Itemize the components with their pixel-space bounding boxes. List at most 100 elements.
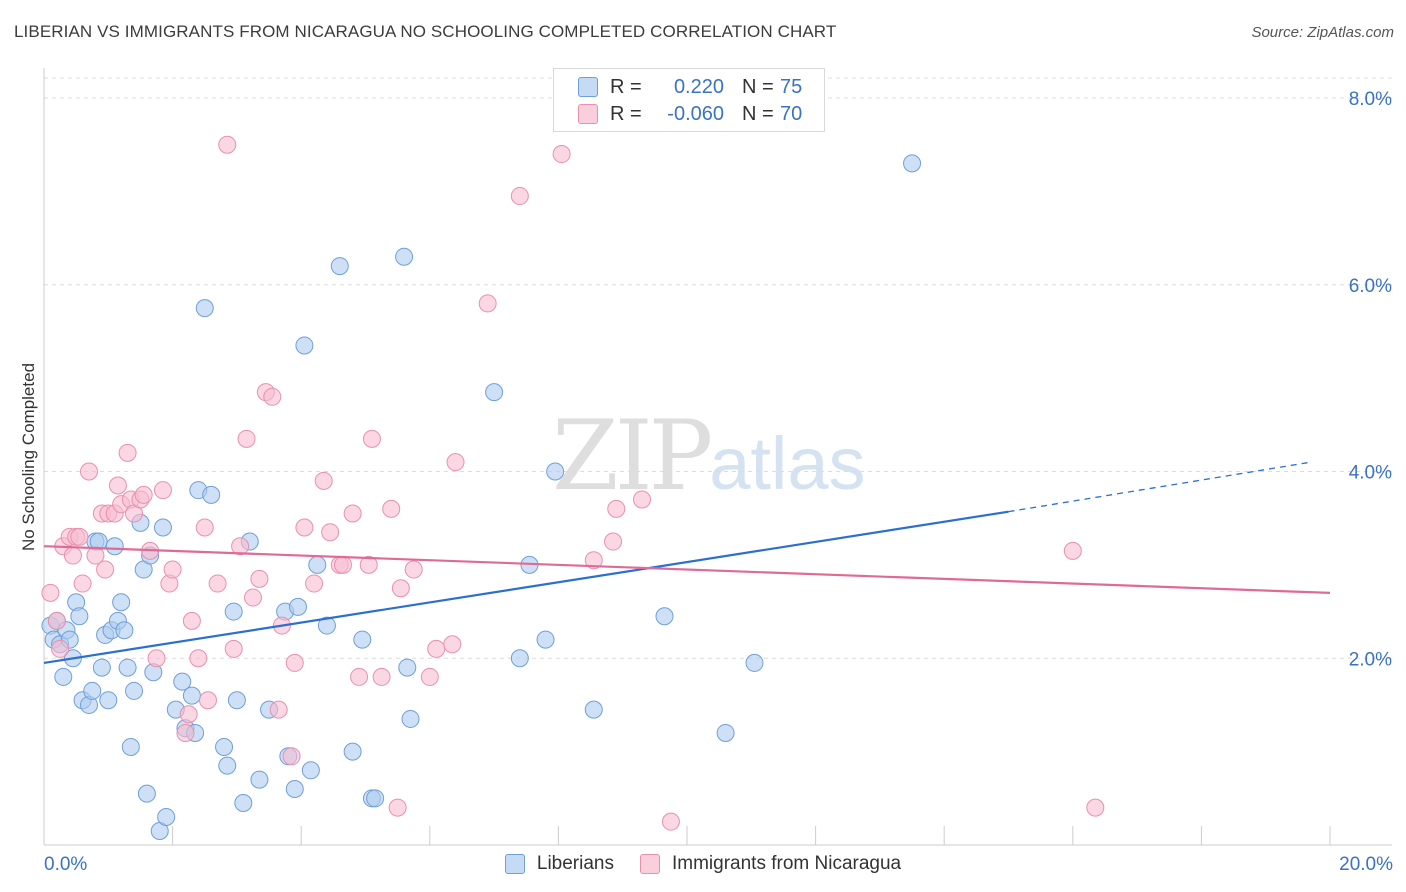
- point-liberians: [485, 383, 504, 402]
- point-nicaragua: [372, 667, 391, 686]
- point-liberians: [716, 723, 735, 742]
- point-liberians: [153, 518, 172, 537]
- legend-item-liberians: Liberians: [504, 853, 614, 875]
- legend-swatch-blue: [504, 854, 525, 874]
- point-liberians: [546, 462, 565, 481]
- label-layer: 2.0% 4.0% 6.0% 8.0% 0.0% 20.0% No Schooling Co…: [19, 89, 1393, 875]
- y-tick-label: 2.0%: [1349, 649, 1392, 670]
- point-liberians: [301, 761, 320, 780]
- point-liberians: [215, 737, 234, 756]
- legend-r-value: -0.060: [667, 102, 724, 125]
- point-liberians: [105, 537, 124, 556]
- point-liberians: [137, 784, 156, 803]
- legend-swatch-pink: [639, 854, 660, 874]
- point-liberians: [115, 621, 134, 640]
- trend-layer: [43, 461, 1331, 665]
- legend-n-label: N =: [742, 102, 774, 125]
- point-nicaragua: [314, 471, 333, 490]
- point-liberians: [510, 649, 529, 668]
- point-liberians: [584, 700, 603, 719]
- point-nicaragua: [607, 499, 626, 518]
- watermark-zip: ZIP: [552, 400, 713, 512]
- point-liberians: [99, 691, 118, 710]
- point-nicaragua: [250, 569, 269, 588]
- point-liberians: [157, 807, 176, 826]
- point-nicaragua: [51, 639, 70, 658]
- trendline-liberians: [43, 510, 1009, 665]
- y-tick-label: 4.0%: [1349, 463, 1392, 484]
- point-nicaragua: [243, 588, 262, 607]
- point-nicaragua: [661, 812, 680, 831]
- point-liberians: [745, 653, 764, 672]
- legend-label-nicaragua: Immigrants from Nicaragua: [671, 853, 902, 874]
- point-nicaragua: [80, 462, 99, 481]
- legend-swatch-pink: [578, 104, 598, 124]
- trendline-nicaragua: [43, 545, 1331, 594]
- point-nicaragua: [510, 187, 529, 206]
- point-liberians: [182, 686, 201, 705]
- legend-row-nicaragua: R = -0.060 N = 70: [578, 101, 802, 127]
- point-liberians: [118, 658, 137, 677]
- point-liberians: [173, 672, 192, 691]
- point-liberians: [121, 737, 140, 756]
- point-liberians: [227, 691, 246, 710]
- y-axis-label: No Schooling Completed: [19, 363, 38, 551]
- point-liberians: [330, 257, 349, 276]
- source-note: Source: ZipAtlas.com: [1251, 24, 1394, 41]
- legend-r-value: 0.220: [673, 75, 724, 98]
- watermark-atlas: atlas: [709, 422, 866, 505]
- point-nicaragua: [163, 560, 182, 579]
- point-liberians: [366, 789, 385, 808]
- y-tick-label: 6.0%: [1349, 276, 1392, 297]
- point-liberians: [655, 607, 674, 626]
- point-nicaragua: [584, 551, 603, 570]
- point-nicaragua: [231, 537, 250, 556]
- point-liberians: [218, 756, 237, 775]
- legend-n-value: 75: [780, 75, 803, 98]
- point-liberians: [395, 247, 414, 266]
- y-tick-label: 8.0%: [1349, 89, 1392, 110]
- point-nicaragua: [73, 574, 92, 593]
- point-nicaragua: [182, 611, 201, 630]
- watermark: ZIPatlas: [552, 400, 866, 512]
- point-nicaragua: [427, 639, 446, 658]
- point-nicaragua: [147, 649, 166, 668]
- point-nicaragua: [478, 294, 497, 313]
- point-liberians: [536, 630, 555, 649]
- point-nicaragua: [198, 691, 217, 710]
- point-liberians: [202, 485, 221, 504]
- legend-r-label: R =: [610, 102, 642, 125]
- point-nicaragua: [295, 518, 314, 537]
- point-liberians: [92, 658, 111, 677]
- point-nicaragua: [269, 700, 288, 719]
- point-nicaragua: [321, 523, 340, 542]
- point-liberians: [195, 299, 214, 318]
- point-nicaragua: [179, 705, 198, 724]
- point-nicaragua: [350, 667, 369, 686]
- point-liberians: [224, 602, 243, 621]
- trendline-liberians-extension: [1008, 461, 1311, 513]
- point-nicaragua: [1086, 798, 1105, 817]
- point-nicaragua: [41, 583, 60, 602]
- point-liberians: [250, 770, 269, 789]
- point-liberians: [83, 681, 102, 700]
- point-nicaragua: [1063, 541, 1082, 560]
- point-nicaragua: [208, 574, 227, 593]
- point-nicaragua: [420, 667, 439, 686]
- point-nicaragua: [263, 387, 282, 406]
- point-nicaragua: [443, 635, 462, 654]
- point-liberians: [401, 709, 420, 728]
- point-liberians: [903, 154, 922, 173]
- series-legend: Liberians Immigrants from Nicaragua: [0, 853, 1406, 875]
- stats-legend: R = 0.220 N = 75 R = -0.060 N = 70: [553, 68, 825, 132]
- point-nicaragua: [285, 653, 304, 672]
- point-nicaragua: [96, 560, 115, 579]
- axis-layer: [43, 68, 1392, 846]
- point-liberians: [317, 616, 336, 635]
- point-nicaragua: [118, 443, 137, 462]
- point-nicaragua: [343, 504, 362, 523]
- point-nicaragua: [282, 747, 301, 766]
- point-liberians: [353, 630, 372, 649]
- point-liberians: [285, 779, 304, 798]
